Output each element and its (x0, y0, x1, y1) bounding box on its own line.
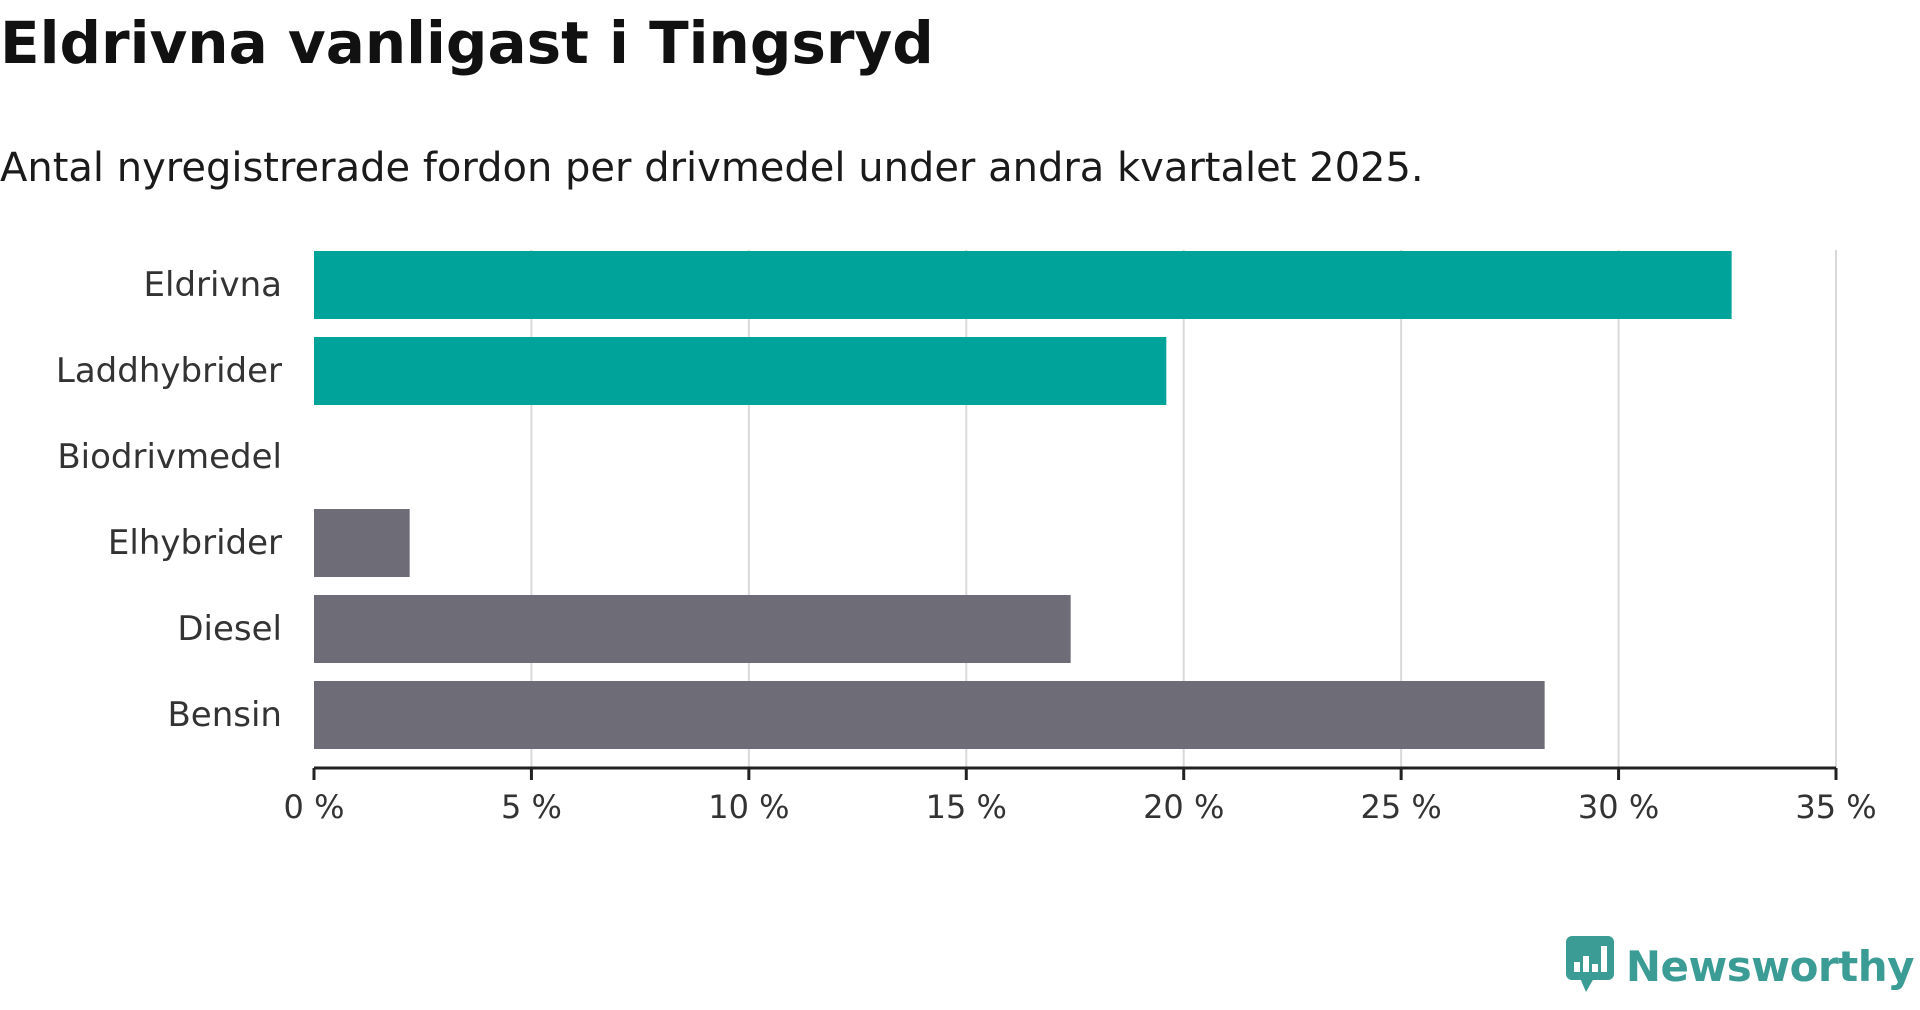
category-labels: Eldrivna Laddhybrider Biodrivmedel Elhybrid… (56, 265, 282, 735)
x-tick-label-30: 30 % (1578, 788, 1659, 826)
category-label-diesel: Diesel (177, 609, 282, 649)
bar-eldrivna (314, 251, 1732, 319)
x-tick-label-35: 35 % (1795, 788, 1876, 826)
chart-title: Eldrivna vanligast i Tingsryd (0, 9, 934, 77)
x-tick-label-15: 15 % (926, 788, 1007, 826)
brand-logo: Newsworthy (1564, 934, 1915, 998)
category-label-bensin: Bensin (167, 695, 282, 735)
brand-name: Newsworthy (1625, 941, 1915, 991)
bar-bensin (314, 681, 1545, 749)
x-tick-label-0: 0 % (284, 788, 345, 826)
newsworthy-logo-icon (1564, 934, 1616, 998)
bar-chart: Eldrivna Laddhybrider Biodrivmedel Elhybrid… (56, 250, 1877, 826)
bar-diesel (314, 595, 1071, 663)
bar-laddhybrider (314, 337, 1167, 405)
x-tick-label-25: 25 % (1360, 788, 1441, 826)
x-axis: 0 % 5 % 10 % 15 % 20 % 25 % 30 % 35 % (284, 766, 1877, 826)
bar-elhybrider (314, 509, 410, 577)
category-label-elhybrider: Elhybrider (108, 523, 282, 563)
x-tick-label-10: 10 % (708, 788, 789, 826)
chart-subtitle: Antal nyregistrerade fordon per drivmede… (0, 145, 1424, 191)
x-tick-label-5: 5 % (501, 788, 562, 826)
category-label-laddhybrider: Laddhybrider (56, 351, 282, 391)
category-label-eldrivna: Eldrivna (144, 265, 282, 305)
bars (314, 251, 1732, 749)
category-label-biodrivmedel: Biodrivmedel (57, 437, 282, 477)
x-tick-label-20: 20 % (1143, 788, 1224, 826)
